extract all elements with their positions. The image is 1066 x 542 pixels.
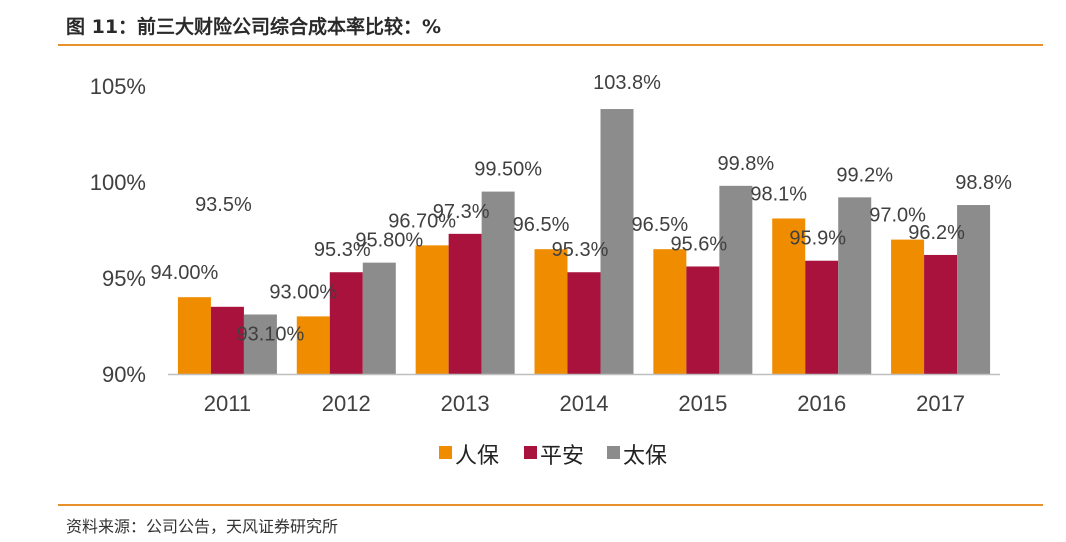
data-label: 96.5% <box>513 214 570 236</box>
data-label: 96.5% <box>631 214 688 236</box>
x-tick-label: 2016 <box>797 391 846 416</box>
title-divider <box>58 44 1043 46</box>
x-tick-label: 2015 <box>678 391 727 416</box>
data-label: 96.70% <box>388 210 456 232</box>
data-label: 97.3% <box>433 201 490 223</box>
y-tick-label: 105% <box>90 74 146 99</box>
data-label: 98.8% <box>955 172 1012 194</box>
bar-1-2012 <box>329 272 363 374</box>
data-label: 99.50% <box>474 159 542 181</box>
bar-1-2011 <box>210 306 244 374</box>
data-label: 99.8% <box>717 153 774 175</box>
y-tick-label: 100% <box>90 170 146 195</box>
x-tick-label: 2011 <box>204 391 251 416</box>
data-label: 99.2% <box>836 164 893 186</box>
legend-swatch <box>439 446 452 459</box>
bar-2-2012 <box>362 262 396 374</box>
legend-label: 太保 <box>623 443 667 468</box>
bar-1-2014 <box>567 272 601 374</box>
y-tick-label: 95% <box>102 266 146 291</box>
bar-0-2014 <box>534 249 568 374</box>
bar-2-2013 <box>481 191 515 374</box>
bar-2-2016 <box>838 197 872 374</box>
legend-swatch <box>524 446 537 459</box>
data-label: 95.3% <box>552 239 609 261</box>
bar-0-2011 <box>177 297 211 374</box>
bar-1-2016 <box>805 260 839 374</box>
data-label: 97.0% <box>869 205 926 227</box>
bar-0-2012 <box>296 316 330 374</box>
figure-title: 图 11：前三大财险公司综合成本率比较：% <box>66 16 442 38</box>
data-label: 93.00% <box>269 281 337 303</box>
legend-label: 平安 <box>540 443 584 468</box>
x-tick-label: 2014 <box>560 391 609 416</box>
data-label: 93.10% <box>237 323 305 345</box>
bar-1-2013 <box>448 233 482 374</box>
data-label: 95.6% <box>670 233 727 255</box>
x-tick-label: 2013 <box>441 391 490 416</box>
data-label: 95.3% <box>314 239 371 261</box>
y-tick-label: 90% <box>102 362 146 387</box>
data-label: 96.2% <box>908 222 965 244</box>
x-tick-label: 2017 <box>916 391 965 416</box>
bar-2-2014 <box>600 109 634 374</box>
data-label: 98.1% <box>750 183 807 205</box>
data-label: 94.00% <box>151 262 219 284</box>
bar-0-2013 <box>415 245 449 374</box>
bar-0-2016 <box>772 218 806 374</box>
bar-0-2015 <box>653 249 687 374</box>
legend-label: 人保 <box>455 443 499 468</box>
legend-swatch <box>607 446 620 459</box>
data-label: 103.8% <box>593 72 661 94</box>
bar-1-2017 <box>924 254 958 374</box>
data-label: 95.9% <box>789 228 846 250</box>
footer-divider <box>58 504 1043 506</box>
bar-1-2015 <box>686 266 720 374</box>
x-tick-label: 2012 <box>322 391 371 416</box>
data-label: 93.5% <box>195 194 252 216</box>
bar-2-2017 <box>957 205 991 374</box>
bar-2-2015 <box>719 185 753 374</box>
bar-0-2017 <box>891 239 925 374</box>
source-note: 资料来源：公司公告，天风证券研究所 <box>66 517 339 536</box>
bar-2-2011 <box>243 314 277 374</box>
data-label: 95.80% <box>355 230 423 252</box>
